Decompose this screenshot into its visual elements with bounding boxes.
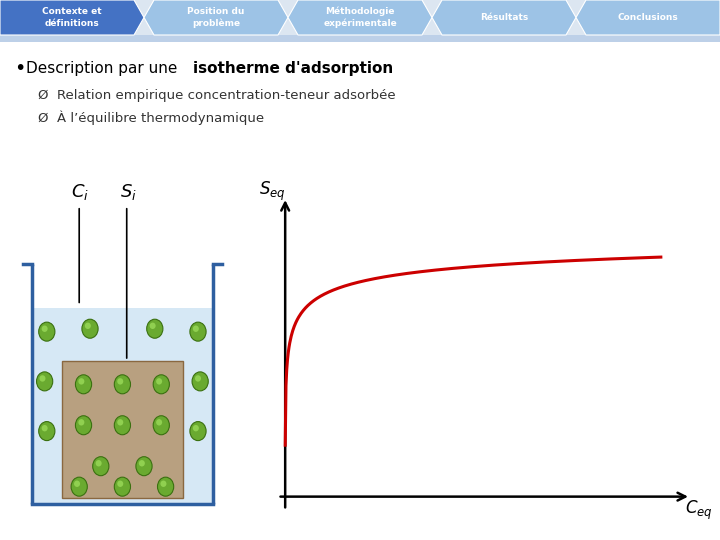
Ellipse shape bbox=[161, 481, 166, 487]
Ellipse shape bbox=[76, 375, 91, 394]
Text: Méthodologie
expérimentale: Méthodologie expérimentale bbox=[323, 7, 397, 28]
Ellipse shape bbox=[85, 322, 91, 329]
Text: $C_{eq}$: $C_{eq}$ bbox=[685, 498, 712, 522]
Ellipse shape bbox=[93, 457, 109, 476]
Polygon shape bbox=[432, 0, 576, 35]
FancyBboxPatch shape bbox=[32, 308, 213, 504]
Ellipse shape bbox=[96, 460, 102, 467]
Text: Résultats: Résultats bbox=[480, 13, 528, 22]
Ellipse shape bbox=[40, 375, 45, 382]
Text: Ø  Relation empirique concentration-teneur adsorbée: Ø Relation empirique concentration-teneu… bbox=[38, 89, 395, 102]
Polygon shape bbox=[288, 0, 432, 35]
Ellipse shape bbox=[190, 422, 206, 441]
Ellipse shape bbox=[153, 416, 169, 435]
Ellipse shape bbox=[190, 322, 206, 341]
Text: Ø  À l’équilibre thermodynamique: Ø À l’équilibre thermodynamique bbox=[38, 111, 264, 125]
Ellipse shape bbox=[42, 425, 48, 431]
FancyBboxPatch shape bbox=[0, 0, 720, 35]
Text: Conclusions: Conclusions bbox=[618, 13, 678, 22]
Text: Position du
problème: Position du problème bbox=[187, 7, 245, 28]
Ellipse shape bbox=[153, 375, 169, 394]
Text: $C_i$: $C_i$ bbox=[71, 182, 89, 202]
Ellipse shape bbox=[193, 425, 199, 431]
Ellipse shape bbox=[147, 319, 163, 338]
Ellipse shape bbox=[114, 375, 130, 394]
FancyBboxPatch shape bbox=[0, 42, 720, 540]
Ellipse shape bbox=[195, 375, 201, 382]
Ellipse shape bbox=[76, 416, 91, 435]
Ellipse shape bbox=[78, 419, 84, 426]
Ellipse shape bbox=[150, 322, 156, 329]
Ellipse shape bbox=[74, 481, 80, 487]
Ellipse shape bbox=[193, 326, 199, 332]
Ellipse shape bbox=[139, 460, 145, 467]
Text: Description par une: Description par une bbox=[26, 60, 182, 76]
Ellipse shape bbox=[39, 322, 55, 341]
Text: •: • bbox=[14, 58, 25, 78]
Ellipse shape bbox=[192, 372, 208, 391]
Polygon shape bbox=[576, 0, 720, 35]
Text: $S_{eq}$: $S_{eq}$ bbox=[258, 180, 285, 204]
Ellipse shape bbox=[82, 319, 98, 338]
FancyBboxPatch shape bbox=[62, 361, 183, 498]
Ellipse shape bbox=[37, 372, 53, 391]
Ellipse shape bbox=[117, 481, 123, 487]
Ellipse shape bbox=[39, 422, 55, 441]
Ellipse shape bbox=[117, 378, 123, 384]
Ellipse shape bbox=[78, 378, 84, 384]
Polygon shape bbox=[0, 0, 144, 35]
Text: isotherme d'adsorption: isotherme d'adsorption bbox=[193, 60, 393, 76]
Text: $S_i$: $S_i$ bbox=[120, 182, 137, 202]
Polygon shape bbox=[144, 0, 288, 35]
Ellipse shape bbox=[114, 416, 130, 435]
Ellipse shape bbox=[136, 457, 152, 476]
Ellipse shape bbox=[117, 419, 123, 426]
Ellipse shape bbox=[114, 477, 130, 496]
Text: Contexte et
définitions: Contexte et définitions bbox=[42, 8, 102, 28]
Ellipse shape bbox=[158, 477, 174, 496]
Ellipse shape bbox=[156, 419, 162, 426]
Ellipse shape bbox=[42, 326, 48, 332]
Ellipse shape bbox=[71, 477, 87, 496]
FancyBboxPatch shape bbox=[0, 35, 720, 42]
Ellipse shape bbox=[156, 378, 162, 384]
